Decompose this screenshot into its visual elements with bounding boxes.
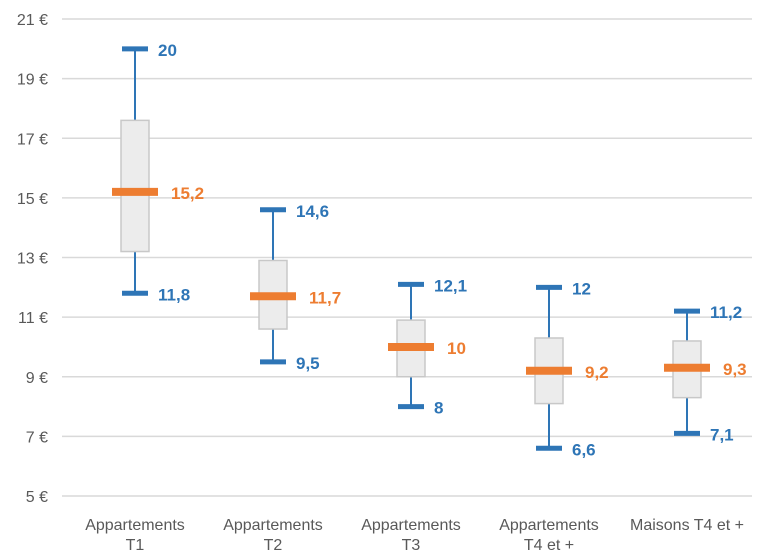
min-value-label: 9,5	[296, 354, 320, 373]
median-value-label: 9,3	[723, 360, 747, 379]
y-tick-label: 21 €	[17, 12, 48, 29]
y-tick-label: 15 €	[17, 191, 48, 208]
box-group: 14,6 9,5 11,7	[250, 202, 341, 373]
x-category-label-line: Appartements	[85, 517, 185, 534]
x-category-label-line: Appartements	[499, 517, 599, 534]
x-category-label-line: T1	[126, 537, 145, 554]
x-category-label-line: Maisons T4 et +	[630, 517, 744, 534]
min-value-label: 7,1	[710, 425, 734, 444]
box-group: 11,2 7,1 9,3	[664, 303, 747, 444]
y-tick-label: 11 €	[18, 310, 48, 327]
x-category-label-line: T4 et +	[524, 537, 574, 554]
box-iqr	[120, 119, 150, 253]
box-layer: 20 11,8 15,2 14,6 9,5 11,7 12,1 8 10 12 6,6 9,2 11,2…	[112, 41, 747, 459]
y-tick-label: 19 €	[17, 72, 48, 89]
y-tick-label: 9 €	[26, 370, 48, 387]
y-tick-label: 7 €	[26, 429, 48, 446]
x-category-label: Appartements T3	[361, 517, 461, 554]
grid-layer	[62, 18, 752, 497]
median-value-label: 10	[447, 339, 466, 358]
min-value-label: 8	[434, 399, 443, 418]
max-value-label: 20	[158, 41, 177, 60]
x-category-label: Maisons T4 et +	[630, 517, 744, 534]
y-axis-tick-labels: 21 € 19 € 17 € 15 € 13 € 11 € 9 € 7 € 5 €	[17, 12, 48, 506]
y-tick-label: 13 €	[17, 251, 48, 268]
x-category-label: Appartements T2	[223, 517, 323, 554]
max-value-label: 14,6	[296, 202, 329, 221]
x-category-label-line: T2	[264, 537, 283, 554]
median-value-label: 11,7	[309, 288, 341, 307]
box-group: 20 11,8 15,2	[112, 41, 204, 304]
min-value-label: 11,8	[158, 285, 190, 304]
x-category-label-line: T3	[402, 537, 421, 554]
x-category-label-line: Appartements	[223, 517, 323, 534]
max-value-label: 12	[572, 279, 591, 298]
median-value-label: 15,2	[171, 184, 204, 203]
max-value-label: 11,2	[710, 303, 742, 322]
y-tick-label: 5 €	[26, 489, 48, 506]
x-category-label-line: Appartements	[361, 517, 461, 534]
box-group: 12 6,6 9,2	[526, 279, 609, 459]
max-value-label: 12,1	[434, 276, 467, 295]
box-group: 12,1 8 10	[388, 276, 467, 418]
y-tick-label: 17 €	[17, 131, 48, 148]
x-category-label: Appartements T4 et +	[499, 517, 599, 554]
min-value-label: 6,6	[572, 440, 596, 459]
median-value-label: 9,2	[585, 363, 609, 382]
x-category-label: Appartements T1	[85, 517, 185, 554]
